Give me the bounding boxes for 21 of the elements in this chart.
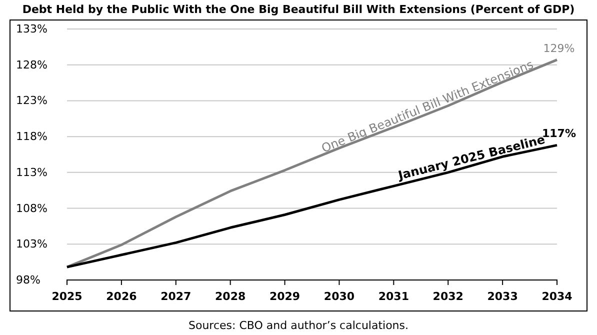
y-tick-label: 118%	[16, 130, 48, 144]
x-tick-label: 2034	[542, 290, 573, 304]
x-tick-label: 2029	[269, 290, 300, 304]
y-tick-label: 103%	[16, 238, 48, 251]
x-tick-label: 2031	[378, 290, 409, 304]
y-tick-label: 128%	[16, 58, 48, 72]
x-tick-label: 2030	[324, 290, 355, 304]
source-note: Sources: CBO and author’s calculations.	[188, 319, 409, 332]
x-tick-label: 2033	[487, 290, 518, 304]
x-tick-label: 2032	[432, 290, 464, 304]
y-tick-label: 108%	[16, 202, 48, 215]
data-label: 129%	[543, 42, 575, 55]
y-tick-label: 98%	[16, 274, 40, 287]
y-tick-label: 113%	[16, 166, 48, 179]
x-tick-label: 2027	[160, 290, 192, 304]
y-tick-label: 123%	[16, 94, 48, 108]
x-tick-label: 2025	[52, 290, 82, 304]
x-tick-label: 2028	[215, 290, 246, 304]
y-tick-label: 133%	[16, 22, 48, 36]
x-tick-label: 2026	[106, 290, 138, 304]
chart-title: Debt Held by the Public With the One Big Beautiful Bill With Extensions (Percent of GDP)	[22, 3, 575, 16]
